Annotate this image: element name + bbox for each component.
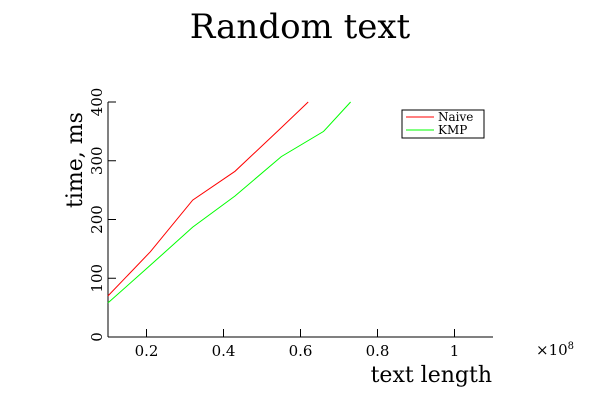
x-tick-label: 0.4 [212,342,236,360]
y-axis-label: time, ms [63,112,88,208]
legend-label-kmp: KMP [438,123,467,137]
series-line-kmp [107,101,351,304]
y-tick-label: 0 [88,332,106,342]
x-tick-label: 0.8 [366,342,390,360]
y-tick-label: 400 [88,88,106,117]
legend-box [401,109,485,139]
axis-ticks: 0.2 0.4 0.6 0.8 1 0 100 200 300 400 [88,88,459,360]
y-tick-label: 300 [88,146,106,175]
x-axis-multiplier: ×108 [536,341,574,359]
x-axis-label: text length [371,363,492,388]
legend-label-naive: Naive [438,110,473,124]
x-axis-multiplier-exponent: 8 [568,341,574,352]
y-tick-label: 200 [88,205,106,234]
x-axis-multiplier-base: ×10 [536,341,568,359]
plot-area: 0.2 0.4 0.6 0.8 1 0 100 200 300 400 [88,88,493,360]
series-line-naive [107,101,309,297]
x-tick-label: 0.6 [289,342,313,360]
x-tick-label: 0.2 [135,342,159,360]
y-tick-label: 100 [88,264,106,293]
series-lines [107,101,351,304]
x-tick-label: 1 [450,342,460,360]
chart-title: Random text [190,7,411,47]
